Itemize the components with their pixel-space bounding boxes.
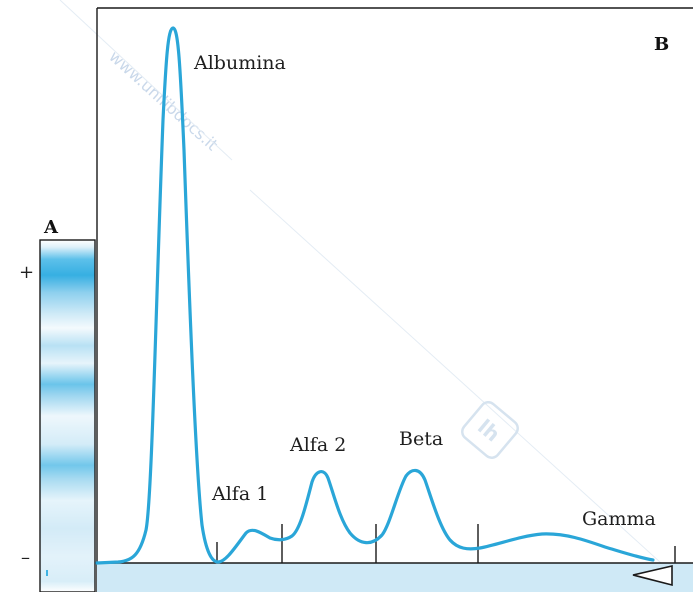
fraction-label-gamma: Gamma — [582, 508, 656, 530]
division-ticks — [216, 524, 676, 563]
fraction-label-alfa-2: Alfa 2 — [289, 434, 346, 456]
watermark: www.unilibdocs.it lh — [59, 0, 693, 592]
fraction-label-alfa-1: Alfa 1 — [211, 483, 268, 505]
panel-b: B Albumina Alfa 1 Alfa 2 Beta Gamma — [95, 7, 693, 592]
watermark-line — [59, 0, 693, 592]
panel-b-frame — [96, 7, 693, 592]
gel-strip — [39, 239, 96, 592]
fraction-labels: Albumina Alfa 1 Alfa 2 Beta Gamma — [193, 52, 656, 530]
direction-arrow-icon — [632, 564, 673, 587]
densitometry-curve — [95, 26, 655, 565]
gel-sample-mark — [46, 570, 48, 576]
svg-text:lh: lh — [473, 415, 505, 447]
panel-a: A + – — [19, 217, 96, 592]
plus-sign: + — [19, 262, 34, 283]
fraction-label-beta: Beta — [399, 428, 443, 450]
panel-b-label: B — [654, 34, 669, 55]
panel-a-label: A — [43, 217, 59, 238]
minus-sign: – — [21, 547, 30, 568]
baseline-strip — [97, 563, 693, 592]
fraction-label-albumina: Albumina — [193, 52, 286, 74]
